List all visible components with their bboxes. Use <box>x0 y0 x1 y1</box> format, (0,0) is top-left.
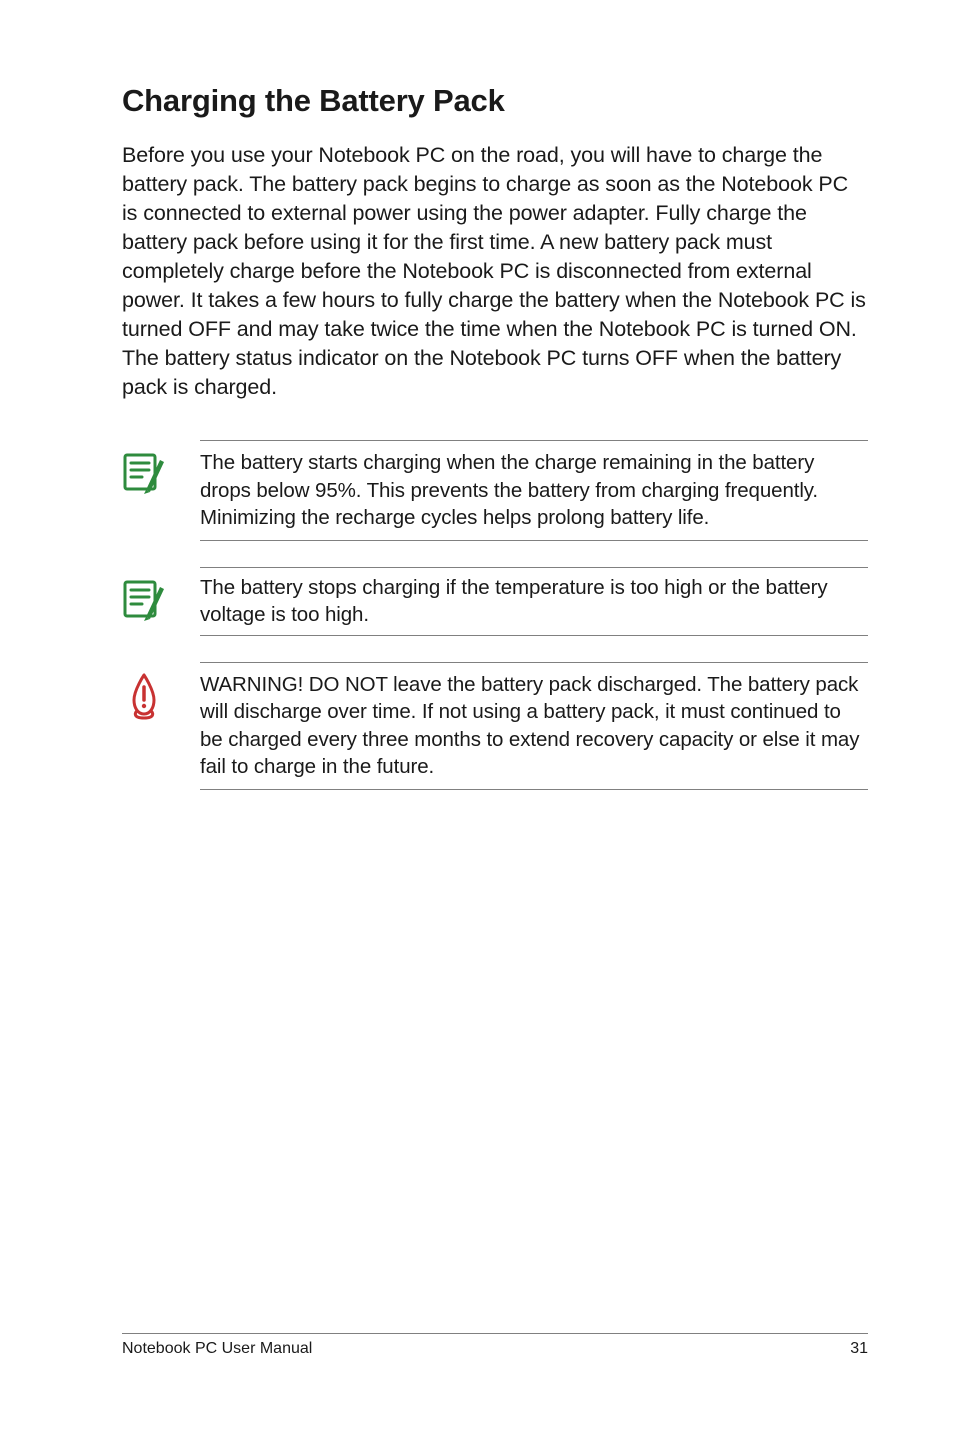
note-icon <box>122 440 200 494</box>
warning-icon <box>122 662 200 720</box>
page: Charging the Battery Pack Before you use… <box>0 0 954 1438</box>
callout-text: The battery starts charging when the cha… <box>200 440 868 540</box>
note-icon <box>122 567 200 621</box>
footer-title: Notebook PC User Manual <box>122 1340 312 1358</box>
callout-text: The battery stops charging if the temper… <box>200 567 868 636</box>
page-number: 31 <box>850 1340 868 1358</box>
section-body: Before you use your Notebook PC on the r… <box>122 141 868 402</box>
callout-warning: WARNING! DO NOT leave the battery pack d… <box>122 662 868 790</box>
page-footer: Notebook PC User Manual 31 <box>122 1333 868 1358</box>
callout-note-1: The battery starts charging when the cha… <box>122 440 868 540</box>
section-heading: Charging the Battery Pack <box>122 82 868 119</box>
callout-note-2: The battery stops charging if the temper… <box>122 567 868 636</box>
callout-text: WARNING! DO NOT leave the battery pack d… <box>200 662 868 790</box>
